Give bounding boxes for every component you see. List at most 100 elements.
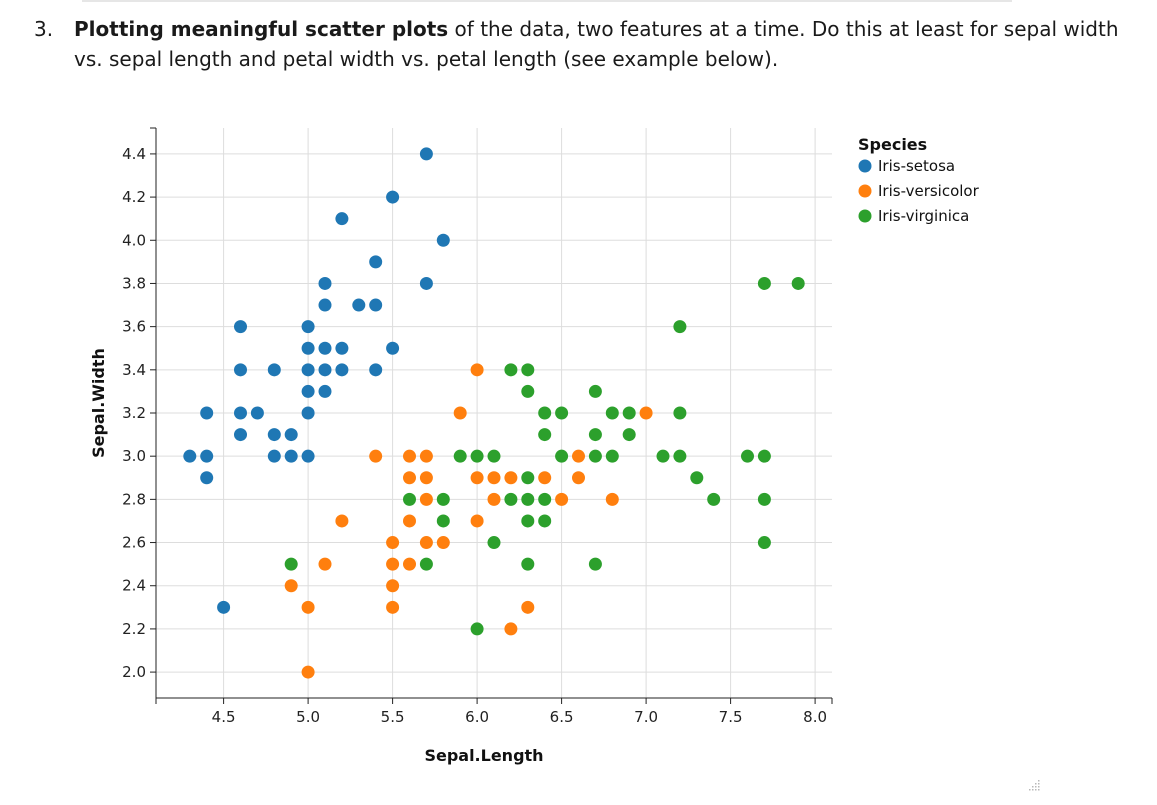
data-point [419,471,433,485]
data-point [284,579,298,593]
data-point [757,536,771,550]
data-point [301,320,315,334]
y-tick-label: 3.0 [122,447,146,465]
data-point [605,492,619,506]
data-point [200,471,214,485]
data-point [555,492,569,506]
data-point [588,557,602,571]
data-point [588,428,602,442]
data-point [386,190,400,204]
data-point [690,471,704,485]
data-point [217,600,231,614]
data-point [707,492,721,506]
data-point [622,428,636,442]
data-point [521,557,535,571]
data-point [504,492,518,506]
data-point [470,363,484,377]
data-point [656,449,670,463]
data-point [369,363,383,377]
y-tick-label: 2.6 [122,534,146,552]
data-point [318,363,332,377]
data-point [487,536,501,550]
data-point [487,492,501,506]
x-tick-label: 8.0 [803,708,827,726]
top-divider [82,0,1012,2]
data-point [369,449,383,463]
data-point [538,492,552,506]
data-point [403,492,416,506]
data-point [572,449,585,463]
data-point [403,514,416,528]
x-tick-label: 6.0 [465,708,489,726]
data-point [419,449,433,463]
data-point [419,536,433,550]
data-point [335,363,349,377]
data-point [757,449,771,463]
y-tick-label: 2.2 [122,620,146,638]
data-point [318,276,332,290]
data-point [419,557,433,571]
legend-swatch [858,159,872,173]
data-point [301,384,315,398]
data-point [234,363,247,377]
data-point [436,536,450,550]
x-tick-label: 6.5 [550,708,574,726]
data-point [791,276,805,290]
data-point [234,428,247,442]
y-tick-label: 3.4 [122,361,146,379]
data-point [183,449,197,463]
legend-label: Iris-setosa [878,157,955,175]
data-point [419,147,433,161]
y-axis-label: Sepal.Width [89,348,108,458]
data-point [301,406,315,420]
data-point [588,449,602,463]
data-point [673,320,687,334]
data-point [335,514,349,528]
data-point [521,363,535,377]
data-point [369,298,383,312]
legend-label: Iris-virginica [878,207,969,225]
data-point [318,341,332,355]
legend-title: Species [858,135,927,154]
data-point [622,406,636,420]
data-point [673,406,687,420]
data-point [234,406,247,420]
data-point [200,449,214,463]
data-point [605,406,619,420]
x-axis-label: Sepal.Length [424,746,543,765]
data-point [301,449,315,463]
y-tick-label: 4.2 [122,188,146,206]
data-point [403,471,416,485]
y-tick-label: 2.4 [122,577,146,595]
data-point [521,384,535,398]
data-point [436,514,450,528]
data-point [741,449,754,463]
y-tick-label: 2.0 [122,663,146,681]
data-point [284,428,298,442]
data-point [673,449,687,463]
y-tick-label: 3.8 [122,274,146,292]
resize-grip-icon[interactable] [1022,776,1042,794]
y-tick-label: 4.4 [122,145,146,163]
data-point [386,341,400,355]
data-point [470,449,484,463]
data-point [639,406,653,420]
data-point [301,600,315,614]
data-point [386,536,400,550]
data-point [301,341,315,355]
data-point [487,471,501,485]
data-point [267,449,281,463]
data-points [183,147,805,679]
legend-swatch [858,184,872,198]
data-point [538,428,552,442]
data-point [335,212,349,226]
y-tick-label: 3.6 [122,318,146,336]
data-point [436,492,450,506]
data-point [538,471,552,485]
x-tick-label: 5.5 [381,708,405,726]
data-point [538,514,552,528]
task-description: of the data, two features at a time. Do … [74,17,1119,71]
legend-label: Iris-versicolor [878,182,980,200]
data-point [386,557,400,571]
data-point [521,600,535,614]
